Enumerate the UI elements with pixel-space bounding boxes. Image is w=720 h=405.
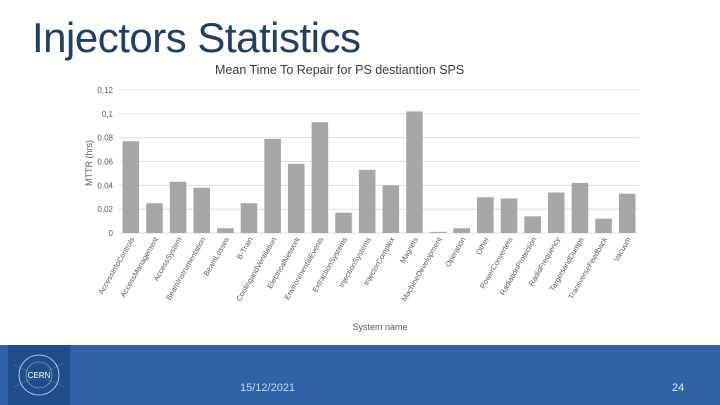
bar — [288, 163, 305, 233]
x-tick-label: Other — [474, 235, 491, 256]
bar — [406, 111, 423, 233]
x-tick-label: Vacuum — [612, 236, 633, 264]
bar — [429, 231, 447, 233]
bar — [477, 197, 494, 233]
mttr-bar-chart: 0 0,02 0,04 0,06 0,08 0,1 0,12 AccessInfoContr… — [84, 86, 639, 332]
cern-logo-icon: CERN — [13, 354, 65, 396]
footer-date: 15/12/2021 — [240, 382, 296, 394]
x-tick-label: B-Train — [235, 236, 255, 262]
page-number: 24 — [672, 382, 685, 394]
x-tick-label: Magnets — [398, 235, 420, 265]
y-tick-label: 0,1 — [102, 110, 114, 119]
logo-text: CERN — [28, 371, 51, 380]
bar — [524, 216, 541, 233]
bar — [453, 228, 470, 233]
bar — [193, 187, 210, 233]
bar — [618, 193, 636, 233]
footer-bar: CERN 15/12/2021 24 — [0, 345, 720, 405]
bar — [217, 228, 234, 233]
bar — [264, 138, 281, 233]
y-tick-label: 0,04 — [97, 181, 113, 190]
bar — [548, 192, 565, 233]
bars — [122, 111, 636, 233]
bar — [122, 141, 140, 233]
y-tick-label: 0,02 — [97, 205, 113, 214]
bar — [169, 181, 187, 233]
chart-title: Mean Time To Repair for PS destiantion S… — [215, 63, 465, 77]
bar — [595, 218, 612, 233]
bar — [311, 122, 329, 233]
bar — [382, 185, 400, 233]
x-tick-label: Operation — [443, 236, 467, 269]
y-tick-label: 0,08 — [97, 134, 113, 143]
y-axis-label: MTTR (hrs) — [84, 140, 94, 186]
bar — [240, 203, 258, 233]
y-tick-label: 0,12 — [97, 86, 113, 95]
slide-title: Injectors Statistics — [32, 14, 361, 61]
cern-logo: CERN — [8, 345, 70, 405]
y-tick-labels: 0 0,02 0,04 0,06 0,08 0,1 0,12 — [97, 86, 113, 238]
bar — [335, 212, 352, 233]
x-tick-labels: AccessInfoControlsAccessManagementAccess… — [96, 235, 632, 303]
bar — [500, 198, 518, 233]
y-tick-label: 0 — [109, 229, 114, 238]
bar — [358, 169, 376, 233]
bar — [146, 203, 163, 233]
bar — [571, 182, 589, 233]
y-tick-label: 0,06 — [97, 158, 113, 167]
x-axis-label: System name — [352, 322, 407, 332]
